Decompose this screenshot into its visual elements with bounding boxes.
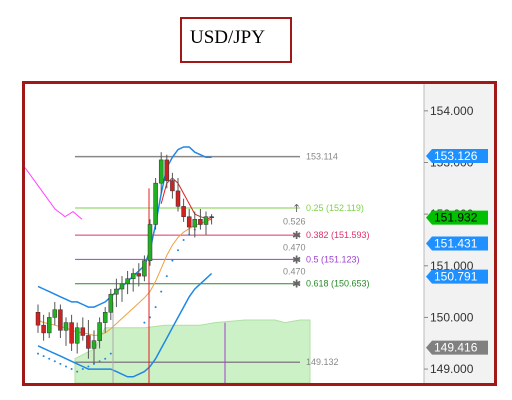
candle-body [158, 159, 164, 184]
candle-body [97, 322, 102, 341]
candle-body [142, 260, 147, 277]
fib-gap-label: 0.470 [283, 267, 306, 277]
parabolic-dot [177, 249, 179, 252]
magenta-indicator-line [25, 167, 83, 220]
fib-marker: ✱ [292, 229, 301, 242]
candle-body [52, 309, 58, 318]
parabolic-dot [143, 321, 146, 324]
candle-body [91, 340, 97, 349]
candle-body [209, 216, 214, 218]
candle-body [125, 278, 130, 285]
bollinger-upper-line [37, 146, 212, 308]
y-tick-label: 154.000 [430, 104, 474, 118]
price-tag-label: 153.126 [434, 149, 478, 163]
candle-body [170, 180, 175, 192]
candle-body [69, 322, 74, 344]
price-tag-label: 150.791 [434, 270, 478, 284]
parabolic-dot [109, 352, 112, 355]
candle-body [35, 312, 41, 326]
fib-gap-label: 0.470 [283, 242, 306, 252]
price-tag-label: 149.416 [434, 341, 478, 355]
chart-title: USD/JPY [190, 27, 265, 48]
fib-label: 0.25 (152.119) [306, 203, 364, 213]
cloud-area [74, 319, 311, 383]
fib-gap-label: 0.526 [283, 217, 306, 227]
fib-label: 0.382 (151.593) [306, 230, 370, 240]
candle-body [147, 224, 153, 261]
parabolic-dot [171, 259, 174, 262]
parabolic-dot [65, 365, 67, 368]
parabolic-dot [42, 355, 45, 358]
candle-body [198, 219, 203, 225]
price-tag [426, 269, 488, 284]
parabolic-dot [87, 365, 90, 368]
fib-marker: ✱ [292, 253, 301, 266]
price-tag-label: 151.431 [434, 237, 478, 251]
candle-body [86, 335, 91, 349]
price-axis-panel [424, 84, 494, 383]
parabolic-dot [165, 275, 168, 278]
parabolic-dot [53, 360, 56, 363]
candle-body [164, 159, 170, 181]
y-tick-label: 149.000 [430, 362, 474, 376]
candle-body [74, 327, 80, 344]
price-tag [426, 210, 488, 225]
fib-marker: ✱ [292, 278, 301, 291]
parabolic-dot [37, 352, 39, 355]
candle-body [175, 190, 181, 207]
candle-body [46, 317, 52, 334]
parabolic-dot [48, 357, 51, 360]
fib-label: 0.618 (150.653) [306, 279, 370, 289]
parabolic-dot [182, 238, 185, 241]
candle-body [181, 206, 186, 217]
candle-body [203, 216, 209, 225]
candle-body [186, 216, 192, 228]
candle-body [153, 182, 158, 225]
y-tick-label: 151.000 [430, 259, 474, 273]
reference-line-label: 149.132 [306, 357, 339, 367]
parabolic-dot [70, 368, 73, 371]
candle-body [108, 293, 114, 313]
candle-body [119, 283, 125, 290]
parabolic-dot [98, 360, 101, 363]
candle-body [136, 273, 142, 277]
parabolic-dot [81, 368, 84, 371]
price-tag [426, 236, 488, 251]
title-box: USD/JPY [180, 17, 292, 63]
moving-average-line [37, 218, 212, 337]
price-tag [426, 340, 488, 355]
parabolic-dot [59, 362, 62, 365]
candle-body [63, 322, 69, 331]
price-tag [426, 148, 488, 163]
candle-body [192, 219, 198, 228]
y-tick-label: 150.000 [430, 310, 474, 324]
parabolic-dot [76, 370, 79, 373]
candle-body [80, 327, 86, 336]
price-tag-label: 151.932 [434, 211, 478, 225]
bollinger-lower-line [37, 272, 213, 378]
candle-body [102, 312, 108, 323]
fib-marker: ↑ [292, 202, 301, 215]
chart-frame: 153.114 149.132 0.25 (152.119) 0.382 (151.5… [22, 81, 497, 386]
price-chart: 153.114 149.132 0.25 (152.119) 0.382 (151.5… [25, 84, 494, 383]
parabolic-dot [160, 290, 163, 293]
candle-body [130, 273, 136, 279]
candle-body [114, 288, 119, 295]
candle-body [58, 309, 63, 331]
red-indicator-line [160, 177, 212, 220]
candle-body [41, 324, 46, 334]
reference-line-label: 153.114 [306, 152, 338, 162]
fib-label: 0.5 (151.123) [306, 254, 360, 264]
parabolic-dot [154, 306, 157, 309]
parabolic-dot [104, 357, 107, 360]
